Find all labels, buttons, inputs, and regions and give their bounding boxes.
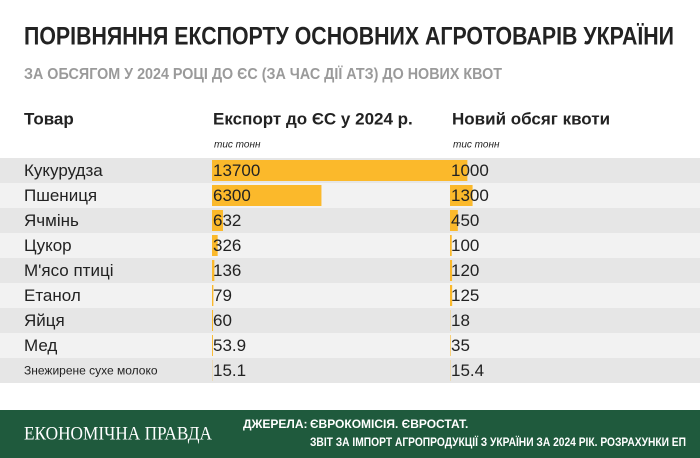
unit-label: тис тонн: [453, 140, 500, 151]
subtitle: ЗА ОБСЯГОМ У 2024 РОЦІ ДО ЄС (ЗА ЧАС ДІЇ…: [24, 65, 502, 83]
bar: [450, 260, 453, 281]
row-label: Цукор: [24, 236, 72, 255]
value-label: 35: [451, 336, 470, 355]
bar: [212, 235, 218, 256]
row-label: М'ясо птиці: [24, 261, 113, 280]
value-label: 60: [213, 311, 232, 330]
value-label: 450: [451, 211, 479, 230]
value-label: 79: [213, 286, 232, 305]
row-label: Етанол: [24, 286, 81, 305]
row-background: [0, 333, 700, 358]
footer: [0, 410, 700, 458]
bar: [212, 310, 214, 331]
column-header: Експорт до ЄС у 2024 р.: [213, 109, 413, 128]
bar: [212, 160, 450, 181]
row-background: [0, 358, 700, 383]
row-label: Яйця: [24, 311, 65, 330]
row-background: [0, 208, 700, 233]
value-label: 53.9: [213, 336, 246, 355]
bar: [450, 235, 452, 256]
bar: [450, 160, 468, 181]
value-label: 6300: [213, 186, 251, 205]
row-label: Кукурудза: [24, 161, 103, 180]
title: ПОРІВНЯННЯ ЕКСПОРТУ ОСНОВНИХ АГРОТОВАРІВ…: [24, 23, 674, 51]
brand: ЕКОНОМІЧНА ПРАВДА: [24, 423, 212, 444]
source: ЗВІТ ЗА ІМПОРТ АГРОПРОДУКЦІЇ З УКРАЇНИ З…: [310, 434, 686, 449]
value-label: 15.4: [451, 361, 484, 380]
value-label: 18: [451, 311, 470, 330]
bar: [450, 210, 458, 231]
row-label: Знежирене сухе молоко: [24, 364, 158, 378]
row-label: Мед: [24, 336, 57, 355]
value-label: 632: [213, 211, 241, 230]
bar: [212, 185, 322, 206]
row-label: Ячмінь: [24, 211, 79, 230]
unit-label: тис тонн: [214, 140, 261, 151]
value-label: 100: [451, 236, 479, 255]
value-label: 15.1: [213, 361, 246, 380]
value-label: 136: [213, 261, 241, 280]
value-label: 13700: [213, 161, 260, 180]
row-background: [0, 183, 700, 208]
value-label: 125: [451, 286, 479, 305]
source: ЄВРОКОМІСІЯ. ЄВРОСТАТ.: [310, 417, 468, 431]
column-header: Новий обсяг квоти: [452, 109, 610, 128]
row-background: [0, 233, 700, 258]
column-header: Товар: [24, 109, 74, 128]
row-label: Пшениця: [24, 186, 97, 205]
value-label: 1300: [451, 186, 489, 205]
row-background: [0, 283, 700, 308]
bar: [212, 210, 223, 231]
row-background: [0, 258, 700, 283]
bar: [212, 260, 215, 281]
bar: [450, 335, 451, 356]
value-label: 326: [213, 236, 241, 255]
bar: [212, 335, 213, 356]
sources-label: ДЖЕРЕЛА:: [243, 417, 308, 431]
value-label: 1000: [451, 161, 489, 180]
bar: [212, 285, 214, 306]
bar: [450, 285, 453, 306]
row-background: [0, 308, 700, 333]
value-label: 120: [451, 261, 479, 280]
bar: [450, 185, 473, 206]
